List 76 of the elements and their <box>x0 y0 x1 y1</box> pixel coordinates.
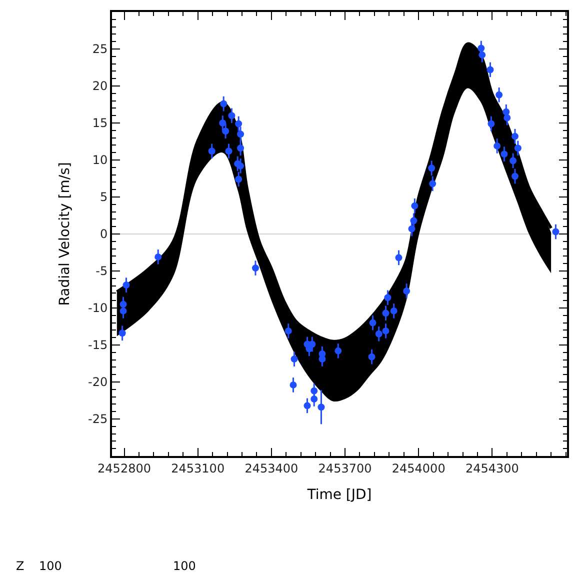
point <box>310 396 318 403</box>
point <box>382 310 390 317</box>
y-tick-label: -5 <box>96 264 108 278</box>
point <box>496 91 503 98</box>
point <box>284 327 292 334</box>
y-tick-label: 15 <box>92 116 108 130</box>
point <box>220 100 228 108</box>
point <box>403 287 410 294</box>
point <box>382 327 390 334</box>
point <box>222 128 230 135</box>
point <box>225 148 232 155</box>
point <box>237 144 244 152</box>
point <box>395 254 402 262</box>
point <box>512 172 518 180</box>
point <box>486 66 494 74</box>
point <box>408 225 416 232</box>
y-tick-label: 25 <box>92 42 108 56</box>
point <box>429 180 436 188</box>
point <box>411 202 418 210</box>
point <box>310 387 318 394</box>
point <box>478 51 486 58</box>
x-tick-label: 2453400 <box>244 461 298 476</box>
y-tick-label: 20 <box>92 79 108 94</box>
x-tick-label: 2453700 <box>318 461 372 476</box>
y-tick-label: -15 <box>88 338 108 352</box>
point <box>390 307 398 314</box>
point <box>237 130 244 138</box>
point <box>237 162 244 170</box>
point <box>120 300 127 308</box>
point <box>384 294 392 302</box>
point <box>510 157 517 164</box>
point <box>478 44 485 52</box>
point <box>410 217 418 224</box>
point <box>235 120 242 128</box>
text: 100 <box>39 559 62 573</box>
point <box>118 330 126 337</box>
y-tick-label: 5 <box>100 190 108 204</box>
point <box>428 164 436 172</box>
point <box>500 150 508 158</box>
point <box>290 356 298 363</box>
point <box>208 148 216 155</box>
y-tick-label: -10 <box>88 301 108 316</box>
point <box>494 142 501 150</box>
point <box>154 253 162 260</box>
x-tick-label: 2454300 <box>465 461 519 476</box>
y-tick-label: -25 <box>88 412 108 426</box>
point <box>334 347 342 354</box>
point <box>252 264 259 272</box>
point <box>122 282 130 289</box>
x-tick-label: 2454000 <box>392 461 446 476</box>
point <box>504 114 511 122</box>
x-tick-label: 2453100 <box>171 461 225 476</box>
point <box>552 228 560 236</box>
point <box>488 120 495 128</box>
point <box>368 353 376 360</box>
point <box>304 402 311 410</box>
point <box>318 356 326 363</box>
x-axis-title: Time [JD] <box>306 487 372 504</box>
point <box>120 307 127 314</box>
point <box>290 381 297 388</box>
point <box>318 404 325 411</box>
point <box>369 319 376 326</box>
point <box>228 112 236 120</box>
point <box>235 176 242 183</box>
text: 100 <box>173 559 196 573</box>
point <box>502 108 510 116</box>
text: Z <box>16 559 24 573</box>
y-tick-label: -20 <box>88 375 108 390</box>
y-tick-label: 10 <box>92 153 108 168</box>
x-tick-label: 2452800 <box>98 461 151 476</box>
y-axis-title: Radial Velocity [m/s] <box>57 162 74 306</box>
point <box>512 132 518 140</box>
point <box>375 330 382 338</box>
y-tick-label: 0 <box>100 227 108 242</box>
point <box>514 144 522 152</box>
point <box>219 120 226 126</box>
